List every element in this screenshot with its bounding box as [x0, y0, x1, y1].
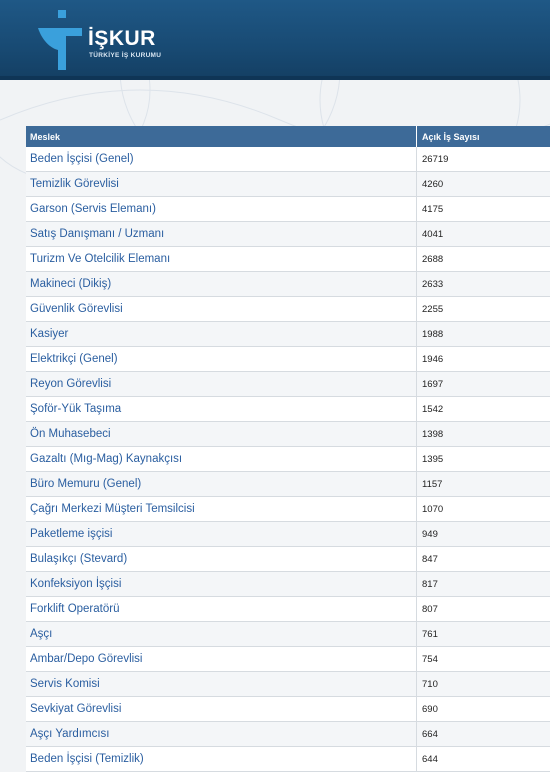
occupation-link[interactable]: Paketleme işçisi — [26, 522, 417, 547]
table-row: Elektrikçi (Genel)1946 — [26, 347, 550, 372]
occupation-link[interactable]: Kasiyer — [26, 322, 417, 347]
open-jobs-table: Meslek Açık İş Sayısı Beden İşçisi (Gene… — [26, 126, 550, 772]
open-jobs-count: 4260 — [417, 172, 550, 197]
open-jobs-count: 710 — [417, 672, 550, 697]
occupation-link[interactable]: Servis Komisi — [26, 672, 417, 697]
table-row: Bulaşıkçı (Stevard)847 — [26, 547, 550, 572]
open-jobs-count: 2633 — [417, 272, 550, 297]
occupation-link[interactable]: Güvenlik Görevlisi — [26, 297, 417, 322]
open-jobs-count: 2688 — [417, 247, 550, 272]
brand-subtitle: TÜRKİYE İŞ KURUMU — [89, 52, 161, 59]
occupation-link[interactable]: Şoför-Yük Taşıma — [26, 397, 417, 422]
open-jobs-count: 761 — [417, 622, 550, 647]
open-jobs-count: 1697 — [417, 372, 550, 397]
occupation-link[interactable]: Elektrikçi (Genel) — [26, 347, 417, 372]
site-header: İŞKUR TÜRKİYE İŞ KURUMU — [0, 0, 550, 80]
occupation-link[interactable]: Bulaşıkçı (Stevard) — [26, 547, 417, 572]
occupation-link[interactable]: Satış Danışmanı / Uzmanı — [26, 222, 417, 247]
table-row: Büro Memuru (Genel)1157 — [26, 472, 550, 497]
occupation-link[interactable]: Büro Memuru (Genel) — [26, 472, 417, 497]
occupation-link[interactable]: Beden İşçisi (Temizlik) — [26, 747, 417, 772]
open-jobs-count: 1946 — [417, 347, 550, 372]
table-row: Garson (Servis Elemanı)4175 — [26, 197, 550, 222]
open-jobs-count: 644 — [417, 747, 550, 772]
open-jobs-count: 1395 — [417, 447, 550, 472]
brand-name[interactable]: İŞKUR — [88, 27, 156, 51]
table-header-row: Meslek Açık İş Sayısı — [26, 126, 550, 147]
table-row: Beden İşçisi (Genel)26719 — [26, 147, 550, 172]
table-row: Beden İşçisi (Temizlik)644 — [26, 747, 550, 772]
open-jobs-table-container: Meslek Açık İş Sayısı Beden İşçisi (Gene… — [26, 126, 550, 772]
open-jobs-count: 754 — [417, 647, 550, 672]
open-jobs-count: 4175 — [417, 197, 550, 222]
open-jobs-count: 2255 — [417, 297, 550, 322]
occupation-link[interactable]: Aşçı — [26, 622, 417, 647]
occupation-link[interactable]: Forklift Operatörü — [26, 597, 417, 622]
open-jobs-count: 1398 — [417, 422, 550, 447]
occupation-link[interactable]: Ambar/Depo Görevlisi — [26, 647, 417, 672]
open-jobs-count: 1070 — [417, 497, 550, 522]
open-jobs-count: 664 — [417, 722, 550, 747]
occupation-link[interactable]: Beden İşçisi (Genel) — [26, 147, 417, 172]
occupation-link[interactable]: Turizm Ve Otelcilik Elemanı — [26, 247, 417, 272]
open-jobs-count: 26719 — [417, 147, 550, 172]
column-header-open-jobs[interactable]: Açık İş Sayısı — [417, 126, 550, 147]
column-header-occupation[interactable]: Meslek — [26, 126, 417, 147]
occupation-link[interactable]: Aşçı Yardımcısı — [26, 722, 417, 747]
occupation-link[interactable]: Temizlik Görevlisi — [26, 172, 417, 197]
open-jobs-count: 817 — [417, 572, 550, 597]
occupation-link[interactable]: Gazaltı (Mıg-Mag) Kaynakçısı — [26, 447, 417, 472]
occupation-link[interactable]: Sevkiyat Görevlisi — [26, 697, 417, 722]
open-jobs-count: 1988 — [417, 322, 550, 347]
occupation-link[interactable]: Garson (Servis Elemanı) — [26, 197, 417, 222]
open-jobs-count: 1542 — [417, 397, 550, 422]
open-jobs-count: 807 — [417, 597, 550, 622]
open-jobs-count: 847 — [417, 547, 550, 572]
open-jobs-count: 1157 — [417, 472, 550, 497]
occupation-link[interactable]: Makineci (Dikiş) — [26, 272, 417, 297]
occupation-link[interactable]: Reyon Görevlisi — [26, 372, 417, 397]
occupation-link[interactable]: Çağrı Merkezi Müşteri Temsilcisi — [26, 497, 417, 522]
table-row: Makineci (Dikiş)2633 — [26, 272, 550, 297]
occupation-link[interactable]: Ön Muhasebeci — [26, 422, 417, 447]
occupation-link[interactable]: Konfeksiyon İşçisi — [26, 572, 417, 597]
open-jobs-count: 949 — [417, 522, 550, 547]
iskur-logo-icon[interactable] — [36, 6, 86, 74]
open-jobs-count: 690 — [417, 697, 550, 722]
open-jobs-count: 4041 — [417, 222, 550, 247]
